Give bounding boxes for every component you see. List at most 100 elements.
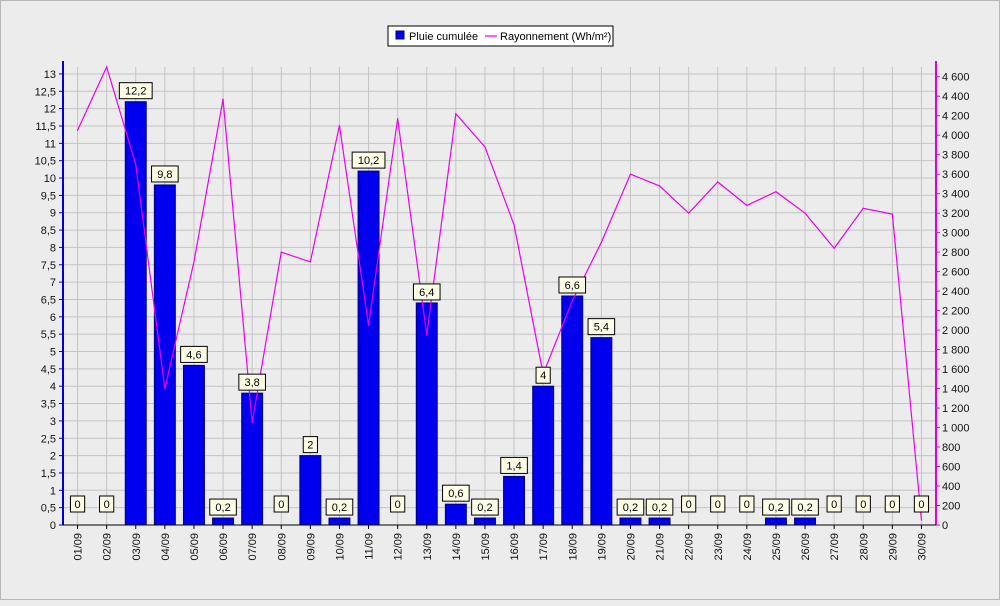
rain-bar (473, 517, 496, 526)
x-tick-label: 28/09 (858, 533, 870, 561)
data-label-text: 0 (74, 499, 80, 511)
data-label-box (913, 495, 930, 513)
radiation-point (426, 334, 428, 336)
right-tick-label: 2 000 (942, 325, 970, 337)
legend-label-radiation: Rayonnement (Wh/m²) (500, 31, 611, 43)
rain-bar (357, 170, 380, 526)
data-label: 10,2 (351, 151, 386, 169)
right-tick-label: 4 000 (942, 130, 970, 142)
data-label: 0 (273, 495, 289, 513)
left-tick-label: 6,5 (41, 294, 56, 306)
radiation-point (455, 113, 457, 115)
data-label: 0,2 (209, 498, 237, 516)
data-label: 0 (855, 495, 871, 513)
right-tick-label: 1 600 (942, 364, 970, 376)
radiation-point (106, 66, 108, 68)
right-tick-label: 4 200 (942, 111, 970, 123)
data-label: 0,6 (442, 484, 470, 502)
right-tick-label: 2 400 (942, 286, 970, 298)
legend-box (387, 25, 614, 47)
x-tick-label: 16/09 (509, 533, 521, 561)
data-label-text: 5,4 (594, 322, 609, 334)
right-tick-label: 3 600 (942, 169, 970, 181)
radiation-point (193, 261, 195, 263)
data-label-text: 0 (278, 499, 284, 511)
data-label-text: 0,2 (332, 502, 347, 514)
left-tick-label: 10 (44, 173, 56, 185)
radiation-point (484, 146, 486, 148)
left-tick-label: 6 (50, 312, 56, 324)
x-tick-label: 20/09 (625, 533, 637, 561)
data-label-text: 0,2 (623, 502, 638, 514)
x-tick-label: 04/09 (160, 533, 172, 561)
data-label: 0,2 (471, 498, 499, 516)
rain-bar (503, 475, 526, 526)
x-tick-label: 25/09 (771, 533, 783, 561)
data-label-text: 0,2 (215, 502, 230, 514)
rain-bar (590, 337, 613, 526)
left-tick-label: 9 (50, 208, 56, 220)
data-label-box (681, 495, 697, 513)
data-label-box (209, 498, 237, 516)
radiation-point (222, 98, 224, 100)
x-tick-label: 29/09 (887, 533, 899, 561)
data-label-text: 0,2 (768, 502, 783, 514)
data-label: 2 (302, 436, 318, 454)
left-tick-label: 2,5 (41, 433, 56, 445)
data-label-text: 0 (860, 499, 866, 511)
x-tick-label: 14/09 (451, 533, 463, 561)
radiation-point (338, 124, 341, 127)
x-tick-label: 22/09 (684, 533, 696, 561)
x-tick-label: 30/09 (916, 533, 928, 561)
radiation-point (513, 224, 515, 226)
data-label-box (273, 495, 289, 513)
data-label-box (325, 498, 354, 516)
radiation-point (717, 181, 719, 183)
data-label-text: 2 (307, 440, 313, 452)
left-tick-label: 7,5 (41, 260, 56, 272)
data-label: 0 (99, 495, 115, 513)
grid-lines (63, 67, 936, 526)
data-label-box (558, 276, 587, 294)
left-tick-label: 8,5 (41, 225, 56, 237)
data-label-box (855, 495, 871, 513)
radiation-point (775, 191, 777, 193)
left-tick-label: 3,5 (41, 399, 56, 411)
rain-bar (328, 517, 351, 526)
right-tick-label: 0 (942, 520, 948, 532)
axes: 00,511,522,533,544,555,566,577,588,599,5… (35, 61, 970, 561)
radiation-point (135, 163, 137, 166)
right-tick-label: 3 200 (942, 208, 970, 220)
x-tick-label: 06/09 (218, 533, 230, 561)
right-tick-label: 600 (942, 462, 960, 474)
radiation-point (280, 251, 282, 253)
x-tick-label: 18/09 (567, 533, 579, 561)
radiation-point (629, 173, 632, 175)
left-tick-label: 2 (50, 451, 56, 463)
radiation-point (76, 129, 79, 131)
data-label-box (69, 495, 86, 513)
x-tick-label: 15/09 (480, 533, 492, 561)
radiation-point (862, 207, 864, 209)
left-tick-label: 5,5 (41, 329, 56, 341)
data-label-box (535, 366, 551, 384)
radiation-point (164, 387, 166, 390)
right-tick-label: 1 800 (942, 345, 970, 357)
data-label-box (739, 495, 755, 513)
x-tick-label: 21/09 (655, 533, 667, 561)
right-tick-label: 4 400 (942, 91, 970, 103)
rain-bar (648, 517, 671, 526)
data-label: 0,2 (616, 498, 645, 516)
data-label-box (826, 495, 842, 513)
left-tick-label: 4,5 (41, 364, 56, 376)
data-label-box (884, 495, 900, 513)
x-tick-label: 08/09 (276, 533, 288, 561)
data-label-box (500, 456, 528, 474)
right-tick-label: 1 000 (942, 423, 970, 435)
data-label: 0 (913, 495, 930, 513)
radiation-point (804, 212, 806, 214)
radiation-polyline (77, 65, 923, 521)
data-label-text: 0 (686, 499, 692, 511)
data-label: 6,4 (412, 283, 441, 301)
